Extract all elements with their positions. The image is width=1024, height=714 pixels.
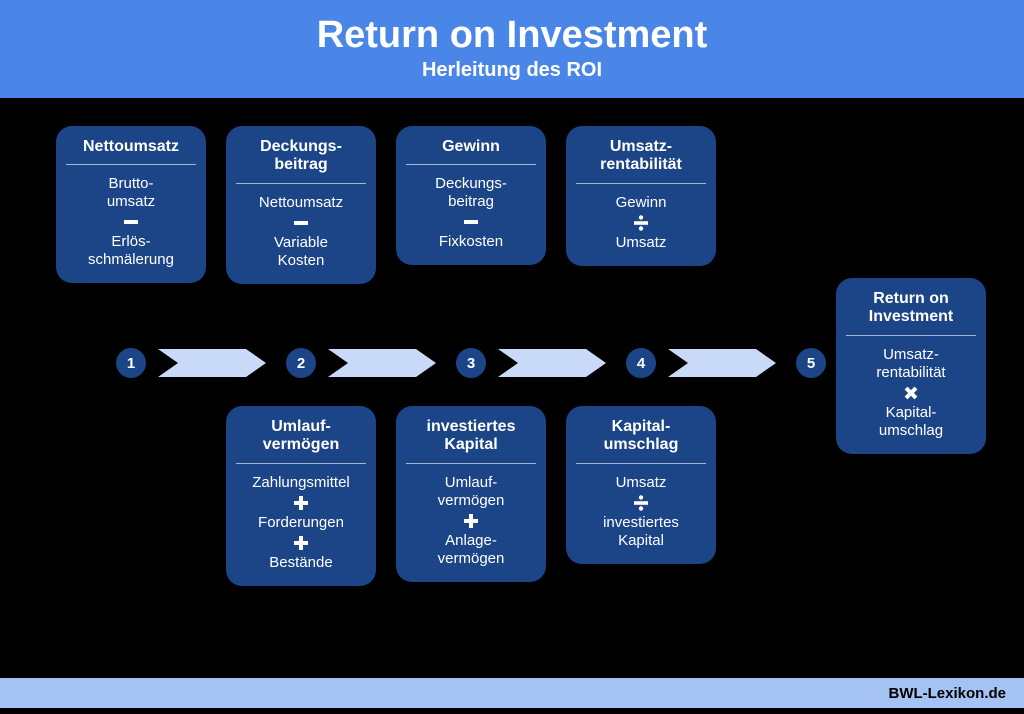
arrow-3 bbox=[498, 349, 588, 377]
card-body: Brutto-umsatz Erlös-schmälerung bbox=[66, 175, 196, 269]
card-item: Kapital-umschlag bbox=[846, 404, 976, 440]
card-item: Umsatz bbox=[576, 474, 706, 492]
card-body: Nettoumsatz VariableKosten bbox=[236, 194, 366, 270]
arrow-4 bbox=[668, 349, 758, 377]
diagram-area: Nettoumsatz Brutto-umsatz Erlös-schmälerun… bbox=[0, 98, 1024, 678]
card-title: investiertesKapital bbox=[406, 418, 536, 464]
card-title: Gewinn bbox=[406, 138, 536, 165]
card-result: Return onInvestment Umsatz-rentabilität Ka… bbox=[836, 278, 986, 454]
page-title: Return on Investment bbox=[0, 14, 1024, 57]
plus-icon bbox=[236, 532, 366, 554]
card-body: Umsatz investiertesKapital bbox=[576, 474, 706, 550]
card-item: Zahlungsmittel bbox=[236, 474, 366, 492]
page-subtitle: Herleitung des ROI bbox=[0, 59, 1024, 82]
card-title: Nettoumsatz bbox=[66, 138, 196, 165]
plus-icon bbox=[236, 492, 366, 514]
card-item: Anlage-vermögen bbox=[406, 532, 536, 568]
arrow-2 bbox=[328, 349, 418, 377]
plus-icon bbox=[406, 510, 536, 532]
minus-icon bbox=[66, 211, 196, 233]
card-bottom-2: Kapital-umschlag Umsatz investiertesKapita… bbox=[566, 406, 716, 564]
card-title: Deckungs-beitrag bbox=[236, 138, 366, 184]
card-title: Umlauf-vermögen bbox=[236, 418, 366, 464]
card-title: Umsatz-rentabilität bbox=[576, 138, 706, 184]
card-item: Umsatz bbox=[576, 234, 706, 252]
minus-icon bbox=[406, 211, 536, 233]
footer-text: BWL-Lexikon.de bbox=[888, 685, 1006, 702]
footer: BWL-Lexikon.de bbox=[0, 678, 1024, 708]
card-item: Bestände bbox=[236, 554, 366, 572]
card-body: Umlauf-vermögen Anlage-vermögen bbox=[406, 474, 536, 568]
card-item: Forderungen bbox=[236, 514, 366, 532]
card-item: Umlauf-vermögen bbox=[406, 474, 536, 510]
card-item: Gewinn bbox=[576, 194, 706, 212]
step-circle-3: 3 bbox=[456, 348, 486, 378]
card-item: Deckungs-beitrag bbox=[406, 175, 536, 211]
card-item: Umsatz-rentabilität bbox=[846, 346, 976, 382]
card-item: Fixkosten bbox=[406, 233, 536, 251]
card-bottom-1: investiertesKapital Umlauf-vermögen Anlage… bbox=[396, 406, 546, 582]
card-title: Return onInvestment bbox=[846, 290, 976, 336]
card-title: Kapital-umschlag bbox=[576, 418, 706, 464]
card-body: Zahlungsmittel Forderungen Bestände bbox=[236, 474, 366, 572]
card-bottom-0: Umlauf-vermögen Zahlungsmittel Forderungen… bbox=[226, 406, 376, 586]
multiply-icon bbox=[846, 382, 976, 404]
step-circle-1: 1 bbox=[116, 348, 146, 378]
card-body: Deckungs-beitrag Fixkosten bbox=[406, 175, 536, 251]
minus-icon bbox=[236, 212, 366, 234]
card-item: Erlös-schmälerung bbox=[66, 233, 196, 269]
card-top-1: Deckungs-beitrag Nettoumsatz VariableKoste… bbox=[226, 126, 376, 284]
card-body: Umsatz-rentabilität Kapital-umschlag bbox=[846, 346, 976, 440]
card-item: Nettoumsatz bbox=[236, 194, 366, 212]
card-item: Brutto-umsatz bbox=[66, 175, 196, 211]
divide-icon bbox=[576, 212, 706, 234]
card-body: Gewinn Umsatz bbox=[576, 194, 706, 252]
divide-icon bbox=[576, 492, 706, 514]
card-item: investiertesKapital bbox=[576, 514, 706, 550]
step-circle-4: 4 bbox=[626, 348, 656, 378]
step-circle-2: 2 bbox=[286, 348, 316, 378]
header: Return on Investment Herleitung des ROI bbox=[0, 0, 1024, 98]
card-top-2: Gewinn Deckungs-beitrag Fixkosten bbox=[396, 126, 546, 265]
step-circle-5: 5 bbox=[796, 348, 826, 378]
card-top-3: Umsatz-rentabilität Gewinn Umsatz bbox=[566, 126, 716, 266]
card-item: VariableKosten bbox=[236, 234, 366, 270]
arrow-1 bbox=[158, 349, 248, 377]
card-top-0: Nettoumsatz Brutto-umsatz Erlös-schmälerun… bbox=[56, 126, 206, 283]
